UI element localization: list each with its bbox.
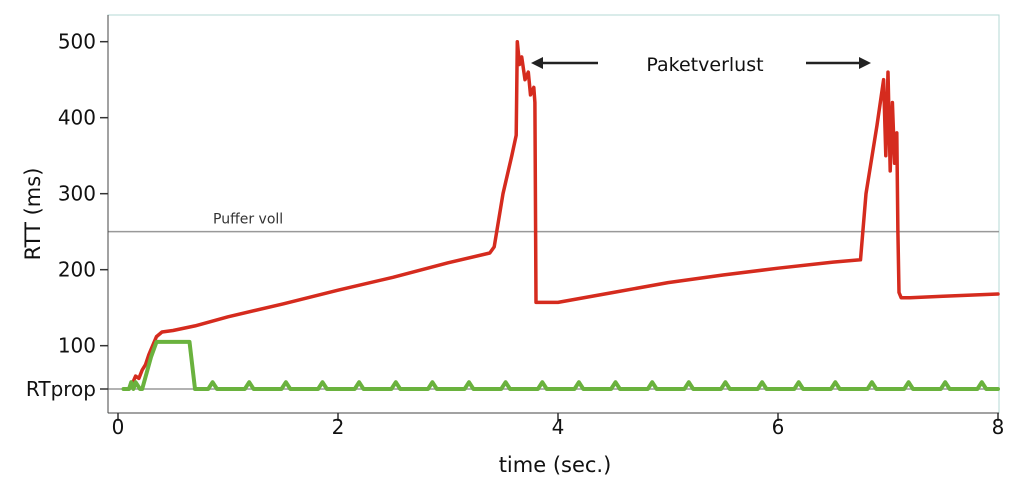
y-axis-title: RTT (ms) xyxy=(21,168,45,261)
x-ticks: 0 2 4 6 8 xyxy=(112,413,1005,439)
reference-line-label: Puffer voll xyxy=(213,212,283,228)
plot-frame xyxy=(107,14,1000,414)
series-line-rtt-green xyxy=(121,339,1000,391)
y-tick-label: 400 xyxy=(58,106,96,130)
annotation-paketverlust: Paketverlust xyxy=(646,54,763,76)
x-axis-title: time (sec.) xyxy=(499,453,612,477)
axes xyxy=(107,15,999,414)
x-tick-label: 6 xyxy=(772,415,785,439)
x-tick-label: 4 xyxy=(552,415,565,439)
series-lines xyxy=(121,39,1000,391)
x-tick-label: 2 xyxy=(332,415,345,439)
annotation-arrowhead-right xyxy=(859,57,871,69)
y-tick-label: 300 xyxy=(58,182,96,206)
y-tick-label: 500 xyxy=(58,30,96,54)
x-tick-label: 8 xyxy=(992,415,1005,439)
x-tick-label: 0 xyxy=(112,415,125,439)
y-tick-label: 100 xyxy=(58,334,96,358)
y-tick-label: 200 xyxy=(58,258,96,282)
y-ticks: RTprop 100 200 300 400 500 xyxy=(26,30,108,401)
y-tick-label: RTprop xyxy=(26,377,96,401)
annotation-arrowhead-left xyxy=(531,57,543,69)
series-line-rtt-red xyxy=(127,39,1000,391)
annotations: Paketverlust xyxy=(531,54,871,76)
